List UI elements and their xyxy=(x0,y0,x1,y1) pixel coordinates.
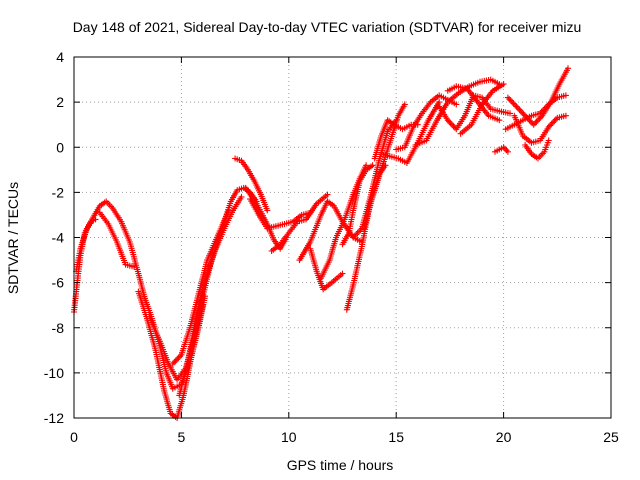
series-track-25 xyxy=(457,81,507,137)
x-tick-label: 5 xyxy=(178,429,186,445)
series-track-10 xyxy=(247,196,314,232)
series-markers xyxy=(378,99,443,166)
series-track-22 xyxy=(412,76,503,148)
series-markers xyxy=(361,101,408,232)
series-markers xyxy=(232,155,271,214)
series-markers xyxy=(247,196,314,232)
series-markers xyxy=(268,191,331,254)
axis-ticks xyxy=(73,56,612,419)
series-markers xyxy=(457,81,507,137)
series-track-13 xyxy=(307,245,346,293)
series-track-30 xyxy=(522,137,552,162)
y-tick-label: -12 xyxy=(44,410,64,426)
series-markers xyxy=(492,144,511,155)
series-markers xyxy=(96,209,138,270)
series-markers xyxy=(307,245,346,293)
y-tick-label: -2 xyxy=(52,184,65,200)
series-markers xyxy=(71,216,99,315)
y-tick-labels: -12 -10 -8 -6 -4 -2 0 2 4 xyxy=(44,49,64,426)
x-tick-labels: 0 5 10 15 20 25 xyxy=(70,429,619,445)
series-markers xyxy=(169,207,232,367)
x-tick-label: 0 xyxy=(70,429,78,445)
series-markers xyxy=(339,162,376,248)
series-track-11 xyxy=(268,191,331,254)
y-tick-label: -4 xyxy=(52,230,65,246)
series-track-3 xyxy=(96,209,138,270)
series-track-29 xyxy=(511,112,569,146)
x-tick-label: 15 xyxy=(388,429,404,445)
series-track-7 xyxy=(176,193,245,399)
series-track-19 xyxy=(371,117,421,162)
series-track-1 xyxy=(71,216,99,315)
y-tick-label: 2 xyxy=(56,94,64,110)
series-track-20 xyxy=(378,99,443,166)
series-track-9 xyxy=(242,184,290,252)
grid-lines xyxy=(74,57,611,418)
x-tick-label: 20 xyxy=(496,429,512,445)
y-tick-label: -8 xyxy=(52,320,65,336)
series-markers xyxy=(176,193,245,399)
y-tick-label: -6 xyxy=(52,275,65,291)
y-tick-label: -10 xyxy=(44,365,64,381)
data-series xyxy=(71,65,571,421)
series-markers xyxy=(371,117,421,162)
x-tick-label: 10 xyxy=(281,429,297,445)
chart-title: Day 148 of 2021, Sidereal Day-to-day VTE… xyxy=(73,19,582,35)
x-axis-title: GPS time / hours xyxy=(287,457,394,473)
series-markers xyxy=(511,112,569,146)
series-markers xyxy=(522,137,552,162)
series-markers xyxy=(436,92,513,133)
y-tick-label: 0 xyxy=(56,139,64,155)
series-track-26 xyxy=(492,144,511,155)
series-markers xyxy=(502,92,569,133)
series-markers xyxy=(412,76,503,148)
y-tick-label: 4 xyxy=(56,49,64,65)
series-track-28 xyxy=(502,92,569,133)
series-track-8 xyxy=(232,155,271,214)
x-tick-label: 25 xyxy=(603,429,619,445)
y-axis-title: SDTVAR / TECUs xyxy=(5,182,21,294)
series-track-15 xyxy=(339,162,376,248)
series-track-6 xyxy=(169,207,232,367)
